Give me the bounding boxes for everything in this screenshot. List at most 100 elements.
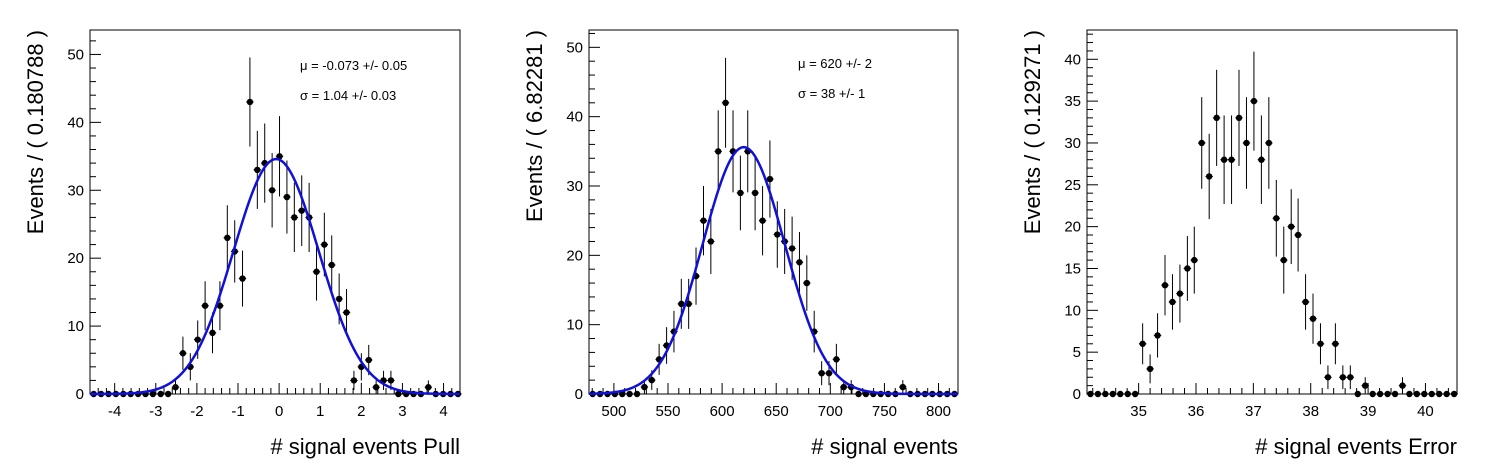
x-tick-label: 0 <box>275 403 283 420</box>
data-point <box>209 329 216 337</box>
gaussian-fit-curve <box>90 157 461 396</box>
y-axis-title: Events / ( 6.82281 ) <box>522 30 547 222</box>
data-point <box>788 245 796 252</box>
data-point <box>633 390 641 398</box>
x-tick-label: -2 <box>190 403 203 420</box>
data-point <box>1154 332 1161 339</box>
data-point <box>818 370 825 377</box>
data-point <box>157 390 164 398</box>
x-tick-label: 4 <box>439 403 447 420</box>
plot-frame <box>1086 29 1458 395</box>
data-point <box>268 187 276 194</box>
y-tick-label: 30 <box>67 182 84 199</box>
data-point <box>1332 340 1339 347</box>
data-point <box>1131 390 1139 398</box>
data-point <box>1235 114 1243 122</box>
data-point <box>365 356 372 364</box>
data-point <box>766 175 774 183</box>
data-point <box>1347 374 1354 381</box>
data-point <box>1198 139 1205 147</box>
y-tick-label: 40 <box>566 109 583 126</box>
x-tick-label: -3 <box>149 403 162 420</box>
data-point <box>1369 390 1376 398</box>
data-point <box>833 356 840 363</box>
x-tick-label: 37 <box>1245 403 1262 420</box>
data-point <box>737 189 744 197</box>
y-tick-label: 15 <box>1064 260 1081 277</box>
fit-parameter-label: μ = 620 +/- 2 <box>798 56 872 71</box>
data-point <box>1169 298 1176 306</box>
data-point <box>254 166 261 174</box>
x-axis-title: # signal events Error <box>1255 434 1457 459</box>
data-point <box>1087 390 1094 398</box>
data-point <box>1376 390 1384 398</box>
plot-frame <box>588 29 959 395</box>
data-point <box>1309 315 1317 322</box>
data-point <box>840 383 847 391</box>
data-point <box>1243 139 1250 147</box>
x-tick-label: 700 <box>818 403 843 420</box>
data-point <box>425 384 432 391</box>
data-point <box>1139 340 1146 347</box>
data-point <box>774 231 781 238</box>
data-point <box>179 350 187 357</box>
x-tick-label: 500 <box>601 403 626 420</box>
data-point <box>1265 139 1273 147</box>
data-point <box>1391 390 1399 398</box>
data-point <box>1288 223 1295 230</box>
y-tick-label: 10 <box>566 317 583 334</box>
y-axis-title: Events / ( 0.180788 ) <box>23 30 48 234</box>
y-tick-label: 20 <box>67 250 84 267</box>
x-tick-label: 600 <box>710 403 735 420</box>
x-axis-title: # signal events Pull <box>270 434 460 459</box>
data-point <box>1109 390 1117 398</box>
fit-parameter-label: σ = 38 +/- 1 <box>798 86 865 101</box>
data-point <box>715 148 722 155</box>
data-point <box>1228 156 1235 163</box>
y-tick-label: 10 <box>67 318 84 335</box>
data-point <box>239 275 246 282</box>
x-tick-label: 550 <box>655 403 680 420</box>
data-point <box>1205 173 1213 180</box>
data-point <box>194 336 201 343</box>
data-point <box>313 268 320 275</box>
data-point <box>700 217 707 224</box>
data-point <box>164 390 172 398</box>
data-point <box>759 217 766 224</box>
data-point <box>343 309 350 316</box>
x-tick-label: 35 <box>1130 403 1147 420</box>
x-tick-label: 750 <box>872 403 897 420</box>
y-tick-label: 30 <box>1064 135 1081 152</box>
y-tick-label: 25 <box>1064 177 1081 194</box>
data-point <box>387 377 395 384</box>
y-tick-label: 5 <box>1073 344 1081 361</box>
x-tick-label: 36 <box>1188 403 1205 420</box>
y-tick-label: 50 <box>566 39 583 56</box>
data-point <box>796 259 803 266</box>
data-point <box>722 99 729 107</box>
plot-frame <box>89 29 461 395</box>
data-point <box>246 98 254 106</box>
data-point <box>1184 265 1191 272</box>
data-point <box>1317 340 1324 347</box>
data-point <box>291 214 298 221</box>
x-axis-title: # signal events <box>811 434 958 459</box>
fit-parameter-label: μ = -0.073 +/- 0.05 <box>300 58 407 73</box>
data-point <box>328 261 335 269</box>
y-tick-label: 20 <box>1064 219 1081 236</box>
data-point <box>1428 390 1435 398</box>
x-tick-label: -4 <box>108 403 121 420</box>
data-point <box>825 370 833 377</box>
x-tick-label: 38 <box>1302 403 1319 420</box>
data-point <box>1213 114 1220 122</box>
chart-panel-2: 500 550 600 650 700 750 800 0 10 20 30 40 50 # signal… <box>522 29 959 459</box>
data-point <box>1302 298 1309 306</box>
x-tick-label: 1 <box>316 403 324 420</box>
y-tick-label: 0 <box>76 386 84 403</box>
chart-panel-3: 35 36 37 38 39 40 0 5 10 15 20 25 30 35 40 # signal eve… <box>1020 29 1458 459</box>
y-tick-label: 40 <box>1064 51 1081 68</box>
data-point <box>350 377 358 384</box>
y-axis-title: Events / ( 0.129271 ) <box>1020 30 1045 234</box>
